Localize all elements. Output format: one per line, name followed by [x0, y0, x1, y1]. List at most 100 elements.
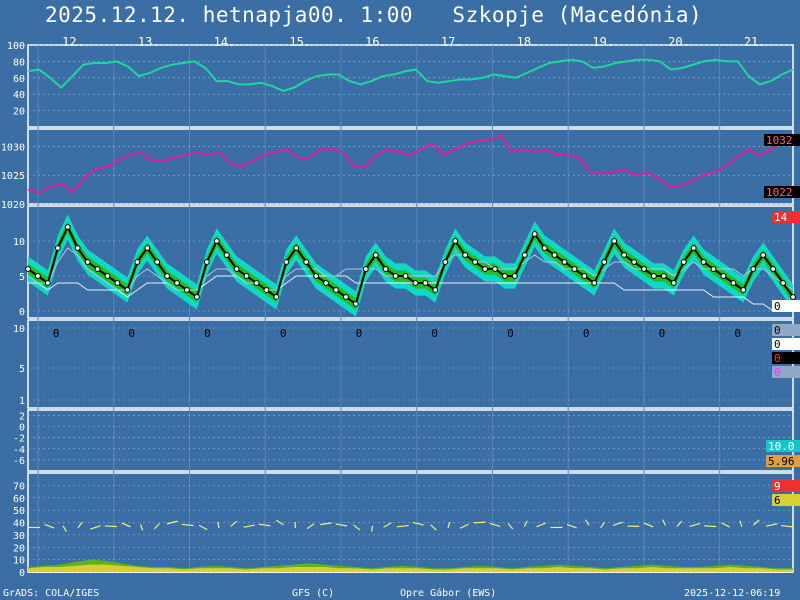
footer-timestamp: 2025-12-12-06:19 — [684, 588, 781, 599]
temperature-point — [770, 266, 777, 272]
index-tick-label: 2 — [19, 412, 25, 423]
temperature-point — [621, 252, 628, 258]
temperature-point — [790, 294, 796, 300]
temperature-point — [402, 273, 409, 279]
wind-arrow — [473, 521, 486, 524]
temperature-point — [313, 273, 320, 279]
wind-arrow — [584, 519, 590, 526]
index-tick-label: 0 — [19, 423, 25, 434]
temperature-point — [581, 273, 588, 279]
wind-arrow — [306, 523, 315, 530]
precipitation-legend-4-box — [772, 366, 800, 378]
wind-arrow — [662, 519, 666, 526]
temperature-point — [223, 252, 230, 258]
wind-arrow — [612, 521, 624, 526]
wind-arrow — [139, 524, 144, 531]
wind-arrow — [320, 522, 332, 526]
precipitation-day-value: 0 — [280, 327, 287, 340]
pressure-max-value: 1032 — [766, 134, 793, 147]
temperature-point — [660, 273, 667, 279]
temperature-point — [154, 259, 161, 265]
wind-arrow — [704, 525, 717, 528]
temperature-point — [174, 280, 180, 286]
pressure-tick-label: 1025 — [1, 171, 25, 182]
temperature-point — [233, 266, 240, 272]
precipitation-legend-1-box — [772, 324, 800, 336]
wind-arrow — [643, 522, 654, 528]
temperature-point — [670, 280, 677, 286]
wind-tick-label: 0 — [19, 568, 25, 579]
temperature-point — [740, 287, 747, 293]
temperature-min-value: 0 — [774, 300, 781, 313]
wind-arrow — [507, 523, 514, 530]
temperature-point — [690, 245, 697, 251]
temperature-point — [94, 266, 101, 272]
temperature-point — [352, 301, 359, 307]
temperature-point — [193, 294, 200, 300]
wind-arrow — [676, 520, 683, 527]
wind-arrow — [489, 522, 501, 528]
footer-model: GFS (C) — [292, 588, 335, 599]
temperature-point — [124, 287, 131, 293]
wind-arrow — [396, 524, 409, 528]
wind-legend-2-value: 6 — [774, 494, 781, 507]
wind-arrow — [781, 524, 793, 528]
temperature-point — [184, 287, 190, 293]
day-label: 19. — [592, 35, 614, 49]
precipitation-day-value: 0 — [431, 327, 438, 340]
day-label: 12. — [62, 35, 84, 49]
panel-frame-2 — [27, 128, 794, 205]
wind-arrow — [536, 522, 547, 528]
temperature-point — [780, 280, 786, 286]
precipitation-legend-2-box — [772, 338, 800, 350]
index-tick-label: -2 — [13, 434, 25, 445]
temperature-point — [144, 245, 151, 251]
day-label: 20. — [668, 35, 690, 49]
temperature-point — [492, 266, 498, 272]
wind-arrow — [371, 525, 374, 532]
humidity-line — [27, 58, 794, 92]
temperature-max-box — [772, 211, 800, 223]
temperature-max-value: 14 — [774, 211, 788, 224]
precipitation-legend-3-value: 0 — [774, 352, 781, 365]
temperature-point — [710, 266, 717, 272]
precipitation-legend-1-value: 0 — [774, 324, 781, 337]
temperature-point — [35, 273, 41, 279]
panel-frame-1 — [27, 44, 794, 128]
temperature-point — [283, 259, 290, 265]
temperature-point — [44, 280, 51, 286]
temperature-point — [511, 273, 518, 279]
temperature-point — [541, 245, 548, 251]
wind-tick-label: 40 — [13, 519, 25, 530]
wind-arrow — [258, 523, 271, 527]
temperature-point — [243, 273, 250, 279]
wind-arrow — [721, 522, 731, 528]
wind-arrow — [90, 525, 101, 530]
wind-arrow — [198, 524, 208, 531]
index-legend-1-box — [766, 440, 800, 452]
temperature-point — [213, 238, 220, 244]
wind-arrow — [121, 522, 131, 528]
precipitation-day-value: 0 — [659, 327, 666, 340]
day-label: 17. — [441, 35, 463, 49]
precipitation-legend-2-value: 0 — [774, 338, 781, 351]
wind-arrow — [153, 523, 160, 530]
day-label: 16. — [365, 35, 387, 49]
day-label: 15. — [289, 35, 311, 49]
temperature-point — [432, 287, 439, 293]
temperature-point — [591, 280, 598, 286]
temperature-point — [422, 280, 429, 286]
temperature-point — [84, 259, 91, 265]
temperature-point — [362, 266, 369, 272]
index-legend-1-value: 10.0 — [768, 440, 795, 453]
precipitation-tick-label: 10 — [13, 324, 25, 335]
wind-tick-label: 30 — [13, 531, 25, 542]
day-label: 21. — [744, 35, 766, 49]
footer-author: Opre Gábor (EWS) — [400, 588, 497, 599]
temperature-point — [323, 280, 329, 286]
wind-arrow — [62, 525, 67, 532]
temperature-point — [571, 266, 578, 272]
panel-frame-4 — [27, 319, 794, 409]
pressure-min-box — [764, 186, 800, 198]
